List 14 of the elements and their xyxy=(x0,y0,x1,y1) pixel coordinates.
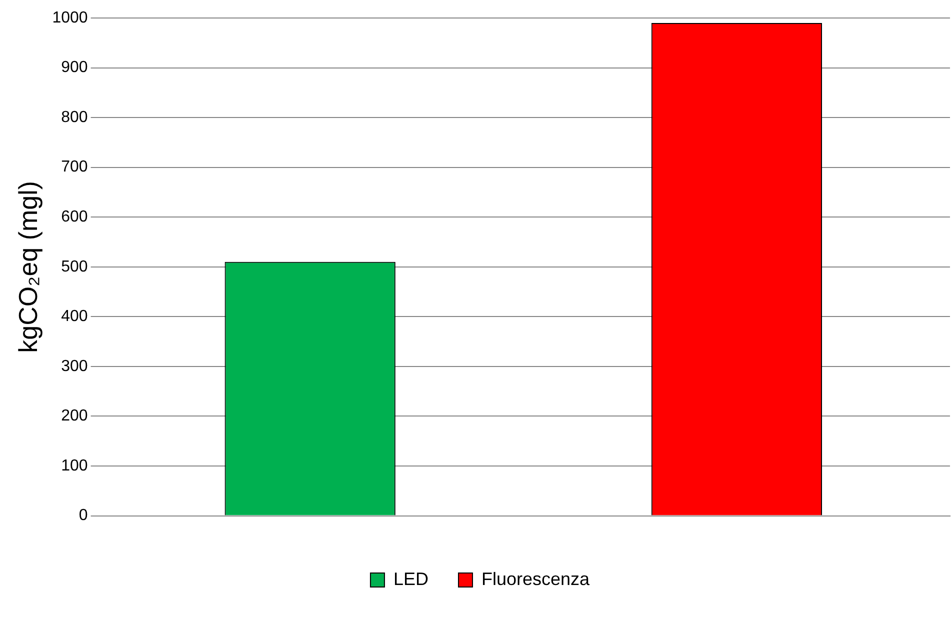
y-tick-label: 1000 xyxy=(52,9,88,26)
y-tick-label: 500 xyxy=(61,258,88,276)
y-tick-label: 900 xyxy=(61,59,88,76)
legend-label: LED xyxy=(393,568,428,589)
y-tick-label: 0 xyxy=(78,507,88,524)
y-tick-label: 100 xyxy=(61,457,88,474)
y-tick-label: 700 xyxy=(61,158,88,176)
y-axis-title: kgCO₂eq (mgl) xyxy=(12,180,43,353)
y-tick-label: 600 xyxy=(61,208,88,226)
y-tick-label: 800 xyxy=(61,108,88,126)
y-tick-label: 400 xyxy=(61,308,88,326)
y-tick-label: 300 xyxy=(61,358,88,375)
y-tick-label: 200 xyxy=(61,408,88,425)
legend-label: Fluorescenza xyxy=(481,568,591,589)
